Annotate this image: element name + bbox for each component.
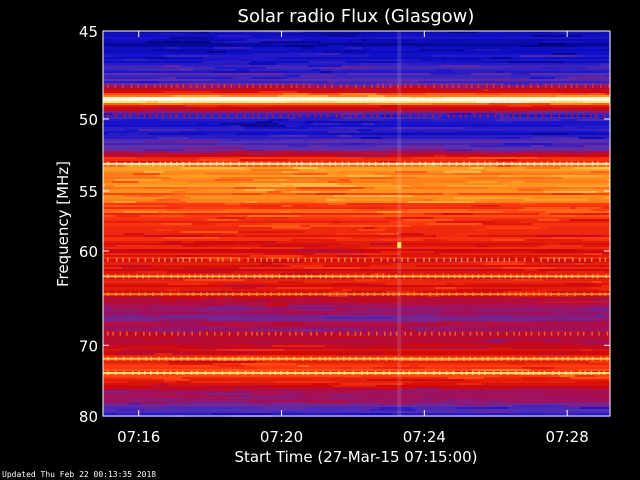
y-tick-label: 80 [79, 408, 98, 426]
x-tick-label: 07:28 [546, 428, 589, 446]
y-tick-label: 45 [79, 23, 98, 41]
chart-title: Solar radio Flux (Glasgow) [238, 6, 475, 27]
y-axis-label: Frequency [MHz] [54, 161, 72, 287]
y-tick-label: 55 [79, 183, 98, 201]
plot-frame [102, 30, 611, 417]
x-axis-label: Start Time (27-Mar-15 07:15:00) [234, 448, 477, 466]
x-axis-ticks: 07:16 07:20 07:24 07:28 [117, 31, 589, 446]
y-axis-ticks: 45 50 55 60 70 80 [79, 23, 610, 426]
y-tick-label: 50 [79, 111, 98, 129]
y-tick-label: 60 [79, 243, 98, 261]
x-tick-label: 07:16 [117, 428, 160, 446]
x-tick-label: 07:24 [403, 428, 446, 446]
x-tick-label: 07:20 [260, 428, 303, 446]
updated-timestamp: Updated Thu Feb 22 00:13:35 2018 [2, 470, 157, 479]
y-tick-label: 70 [79, 337, 98, 355]
spectrogram-heatmap [103, 31, 610, 417]
